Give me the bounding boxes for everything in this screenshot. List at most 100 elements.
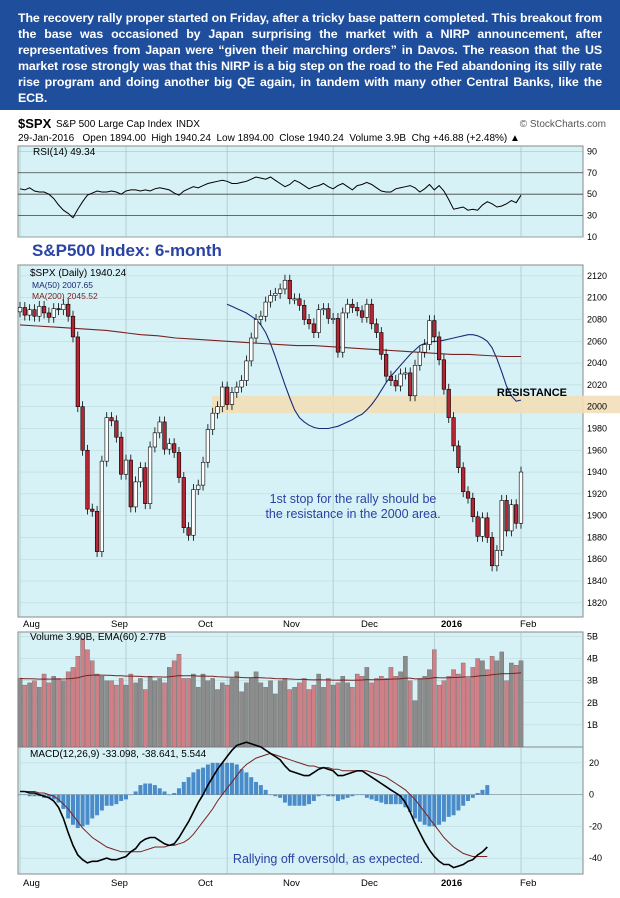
volume-bar bbox=[90, 660, 95, 748]
volume-bar bbox=[27, 682, 32, 748]
price-month-label: Sep bbox=[111, 619, 128, 630]
price-tick-label: 1880 bbox=[587, 532, 607, 542]
candle-up bbox=[157, 421, 162, 434]
candle-up bbox=[321, 308, 326, 311]
macd-histogram-bar bbox=[143, 783, 148, 795]
price-tick-label: 1820 bbox=[587, 598, 607, 608]
macd-histogram-bar bbox=[355, 794, 360, 796]
volume-bar bbox=[133, 682, 138, 748]
candle-up bbox=[147, 446, 153, 504]
macd-tick-label: -40 bbox=[589, 853, 602, 863]
candle-down bbox=[359, 310, 365, 318]
candle-up bbox=[234, 386, 239, 393]
volume-bar bbox=[364, 667, 370, 748]
candle-up bbox=[340, 312, 345, 353]
candle-down bbox=[388, 375, 394, 381]
volume-bar bbox=[369, 682, 374, 748]
candle-down bbox=[408, 372, 413, 397]
candle-up bbox=[138, 467, 143, 483]
volume-bar bbox=[350, 687, 355, 748]
candle-up bbox=[239, 380, 244, 388]
volume-bar bbox=[456, 673, 461, 748]
volume-bar bbox=[37, 687, 42, 748]
candle-up bbox=[123, 459, 129, 475]
macd-legend: MACD(12,26,9) -33.098, -38.641, 5.544 bbox=[30, 749, 207, 760]
candle-down bbox=[489, 537, 495, 567]
volume-bar bbox=[167, 667, 172, 748]
candle-down bbox=[22, 307, 27, 316]
symbol-label: $SPX bbox=[18, 116, 52, 131]
macd-histogram-bar bbox=[316, 794, 321, 797]
volume-bar bbox=[427, 669, 432, 748]
macd-histogram-bar bbox=[172, 793, 177, 795]
quote-line: 29-Jan-2016 Open 1894.00 High 1940.24 Lo… bbox=[18, 133, 520, 144]
candle-up bbox=[258, 315, 263, 320]
macd-histogram-bar bbox=[46, 794, 51, 798]
volume-bar bbox=[85, 649, 90, 748]
macd-tick-label: -20 bbox=[589, 821, 602, 831]
volume-bar bbox=[407, 680, 413, 748]
price-tick-label: 1900 bbox=[587, 511, 607, 521]
candle-down bbox=[90, 508, 95, 512]
price-tick-label: 1960 bbox=[587, 445, 607, 455]
resistance-label: RESISTANCE bbox=[497, 387, 567, 399]
price-tick-label: 2020 bbox=[587, 380, 607, 390]
volume-bar bbox=[388, 667, 394, 748]
candle-up bbox=[273, 293, 278, 296]
candle-up bbox=[99, 460, 104, 552]
macd-histogram-bar bbox=[215, 762, 220, 795]
candle-down bbox=[465, 491, 471, 499]
volume-bar bbox=[335, 682, 341, 748]
candle-down bbox=[374, 323, 379, 333]
price-tick-label: 2080 bbox=[587, 314, 607, 324]
exchange-label: INDX bbox=[176, 119, 200, 130]
candle-down bbox=[109, 417, 114, 422]
candle-down bbox=[446, 388, 451, 418]
volume-bar bbox=[306, 689, 312, 748]
macd-histogram-bar bbox=[369, 794, 374, 800]
macd-histogram-bar bbox=[220, 762, 225, 795]
volume-bar bbox=[162, 682, 167, 748]
macd-histogram-bar bbox=[123, 794, 128, 800]
volume-bar bbox=[383, 678, 389, 748]
macd-histogram-bar bbox=[273, 794, 278, 797]
candle-down bbox=[172, 443, 177, 453]
volume-bar bbox=[480, 660, 485, 748]
candle-up bbox=[249, 337, 254, 362]
candle-down bbox=[475, 516, 480, 537]
macd-histogram-bar bbox=[234, 764, 239, 795]
candle-down bbox=[143, 467, 148, 504]
macd-histogram-bar bbox=[239, 769, 244, 795]
rsi-legend: RSI(14) 49.34 bbox=[33, 147, 96, 158]
candle-up bbox=[412, 364, 418, 397]
macd-histogram-bar bbox=[335, 794, 340, 801]
volume-bar bbox=[354, 673, 360, 748]
price-tick-label: 2120 bbox=[587, 271, 607, 281]
price-month-label: 2016 bbox=[441, 619, 462, 630]
volume-bar bbox=[80, 638, 85, 748]
macd-panel bbox=[17, 746, 584, 875]
volume-bar bbox=[412, 700, 418, 748]
macd-histogram-bar bbox=[345, 794, 350, 798]
volume-bar bbox=[465, 678, 471, 748]
volume-bar bbox=[46, 682, 52, 748]
volume-bar bbox=[518, 660, 524, 748]
rsi-tick-label: 10 bbox=[587, 232, 597, 242]
macd-month-label: Feb bbox=[520, 878, 536, 889]
macd-histogram-bar bbox=[311, 794, 316, 801]
macd-histogram-bar bbox=[80, 794, 85, 827]
price-panel bbox=[17, 264, 584, 618]
candle-down bbox=[369, 303, 374, 325]
macd-histogram-bar bbox=[379, 794, 384, 803]
stockcharts-credit: © StockCharts.com bbox=[520, 119, 606, 130]
rsi-tick-label: 30 bbox=[587, 211, 597, 221]
price-tick-label: 2060 bbox=[587, 336, 607, 346]
macd-histogram-bar bbox=[176, 788, 181, 795]
candle-up bbox=[398, 373, 403, 387]
macd-histogram-bar bbox=[427, 794, 432, 827]
volume-bar bbox=[239, 691, 244, 748]
candle-up bbox=[167, 443, 172, 450]
macd-histogram-bar bbox=[229, 762, 234, 795]
candle-up bbox=[215, 406, 220, 414]
candle-up bbox=[191, 489, 196, 536]
